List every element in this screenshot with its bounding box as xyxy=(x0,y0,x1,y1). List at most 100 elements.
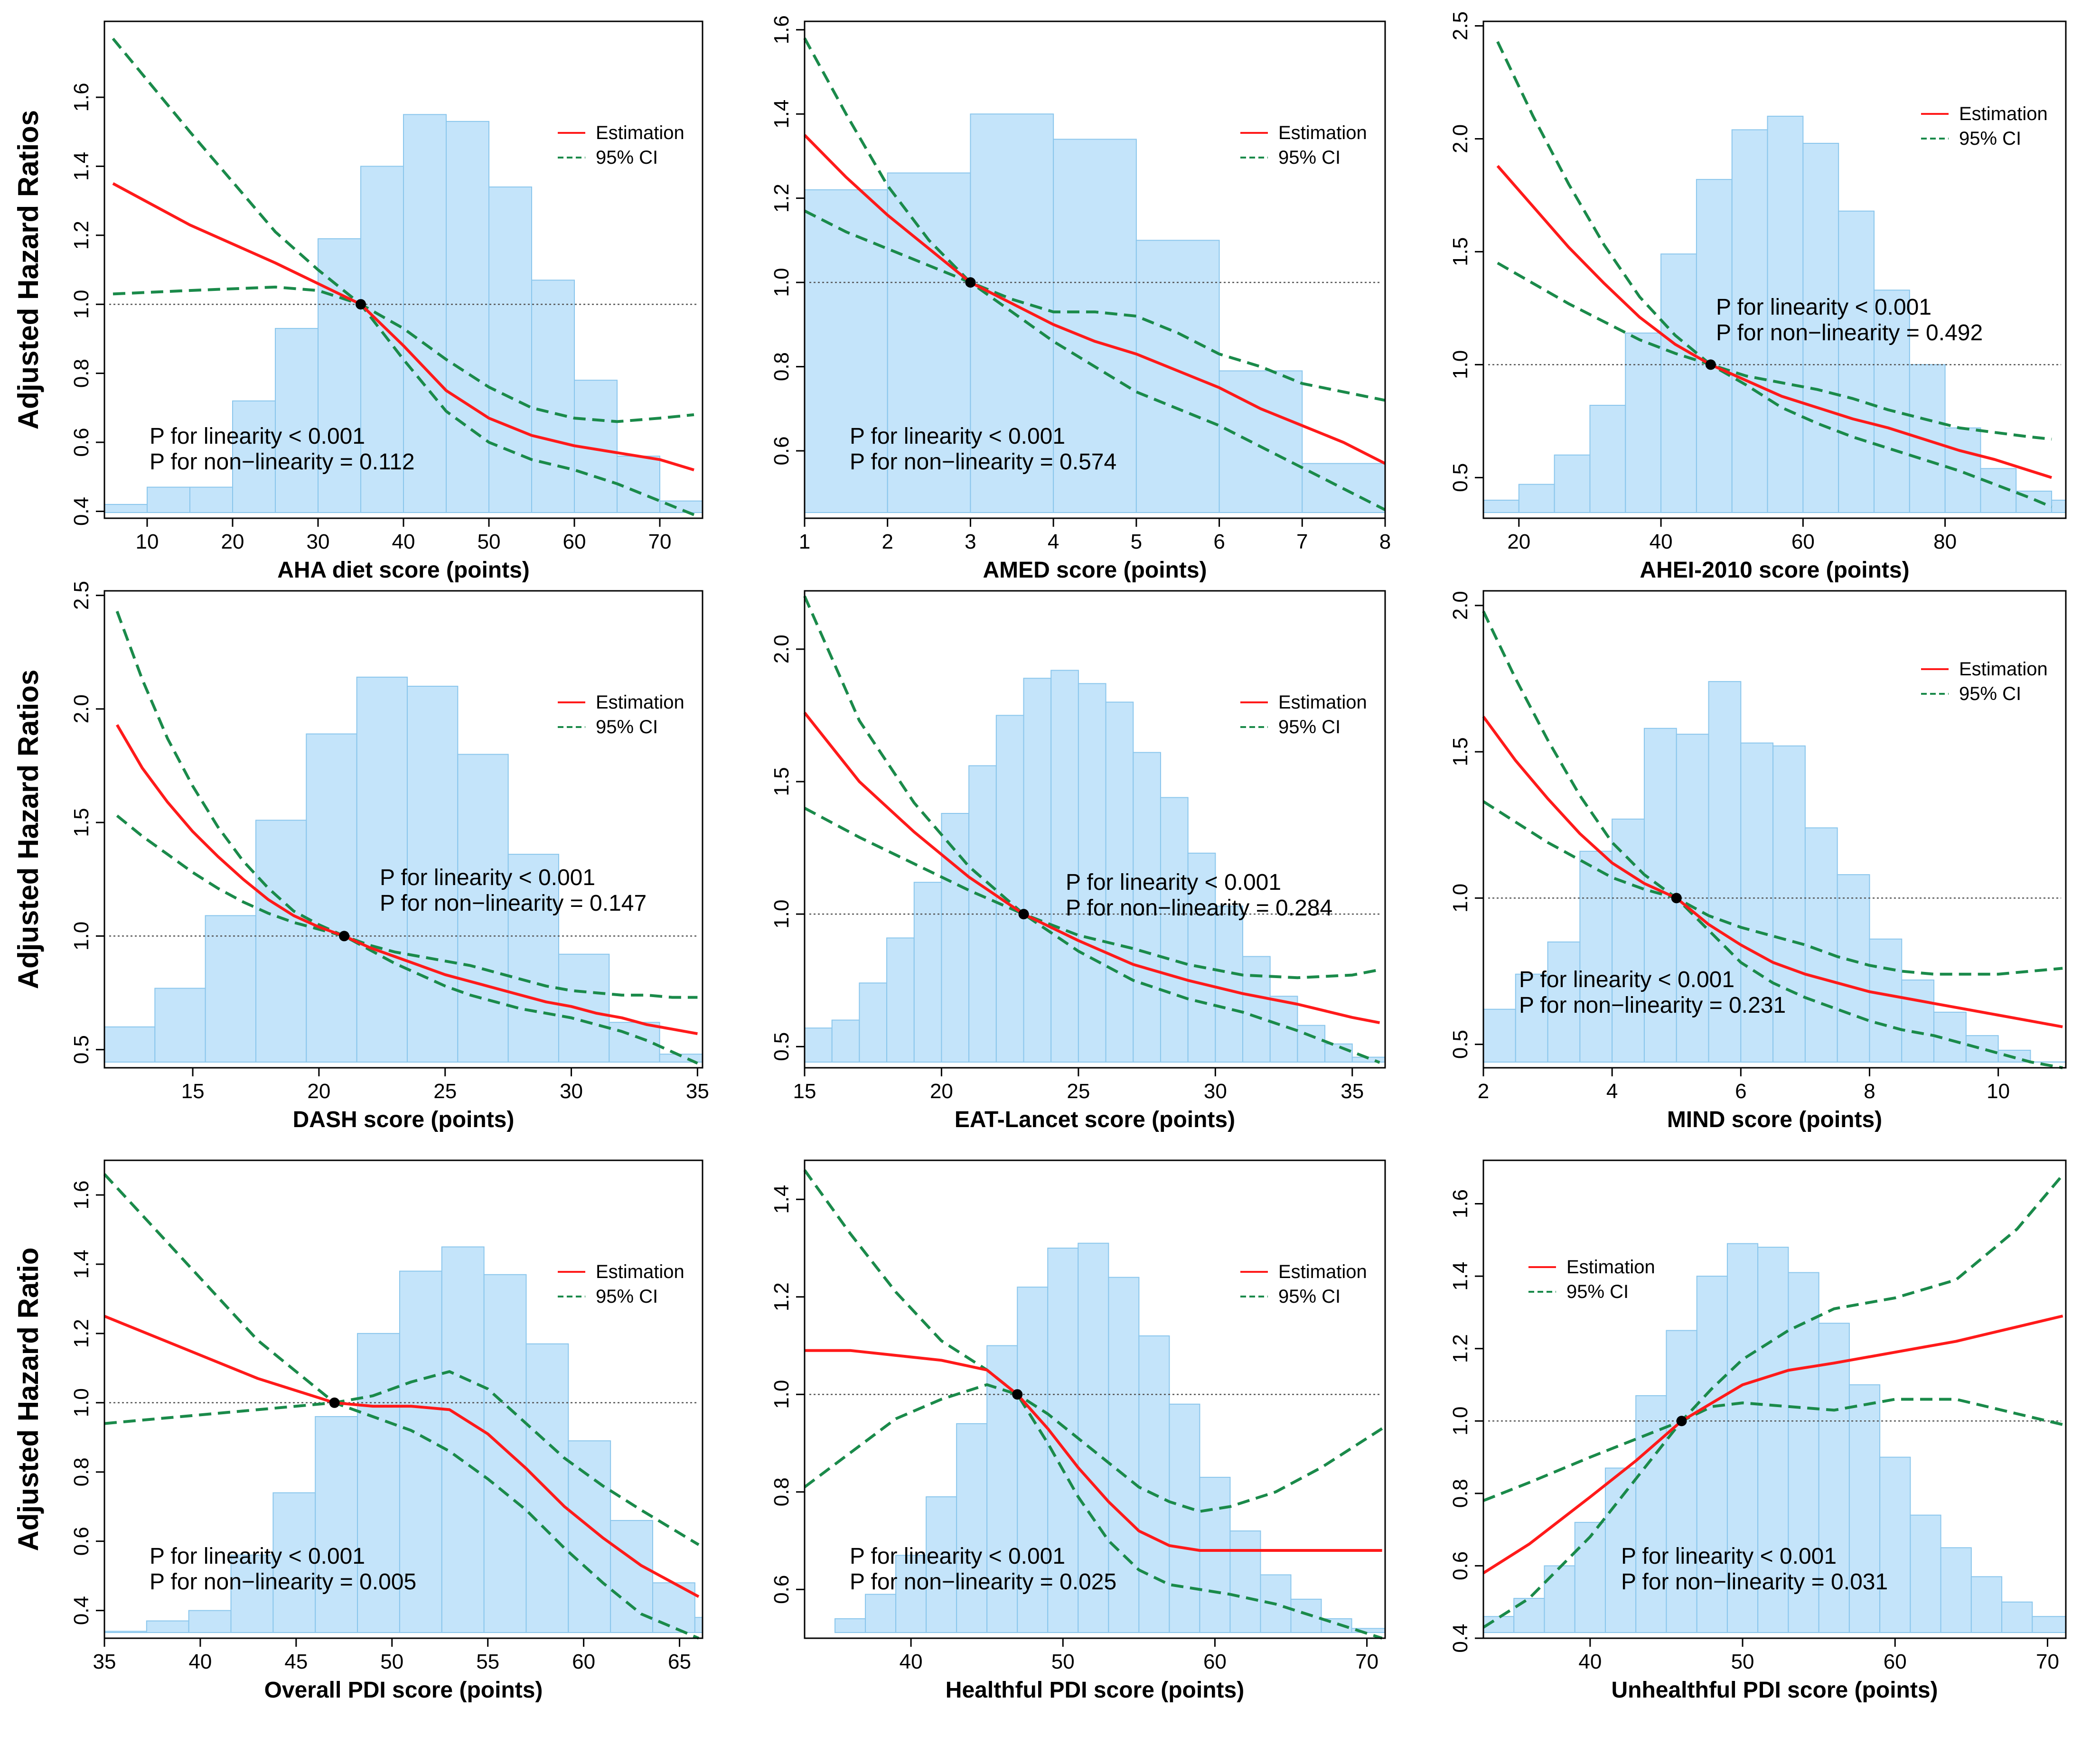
histogram xyxy=(804,670,1386,1063)
histogram-bar xyxy=(1053,139,1137,513)
p-linearity: P for linearity < 0.001 xyxy=(1621,1544,1837,1569)
histogram-bar xyxy=(1635,1395,1667,1633)
panel-9: 40 50 60 70 0.4 0.6 0.8 1.0 1.2 1.4 1.6 Unhealthful… xyxy=(1449,1159,2067,1703)
ci-upper-curve xyxy=(1496,41,2052,441)
x-tick-label: 80 xyxy=(1933,530,1957,553)
legend-ci-label: 95% CI xyxy=(596,147,658,168)
histogram-bar xyxy=(318,238,361,513)
ci-lower-curve xyxy=(804,209,1386,511)
y-tick-label: 1.0 xyxy=(70,1388,93,1417)
histogram-bar xyxy=(146,1620,189,1633)
panel-6: 2 4 6 8 10 0.5 1.0 1.5 2.0 MIND score (points) Est… xyxy=(1449,590,2067,1132)
histogram-bar xyxy=(1023,678,1052,1063)
y-tick-label: 1.5 xyxy=(1449,237,1472,266)
histogram-bar xyxy=(1554,454,1591,513)
plot-frame xyxy=(1482,590,2067,1069)
legend-ci-label: 95% CI xyxy=(596,717,658,737)
histogram-bar xyxy=(659,500,703,513)
y-tick-label: 1.6 xyxy=(1449,1189,1472,1218)
histogram-bar xyxy=(441,1246,485,1633)
panel-3: 20 40 60 80 0.5 1.0 1.5 2.0 2.5 AHEI-2010 score (… xyxy=(1449,11,2067,583)
x-tick-label: 35 xyxy=(1341,1080,1364,1103)
x-tick-label: 35 xyxy=(93,1650,116,1673)
y-tick-label: 1.4 xyxy=(70,152,93,181)
y-tick-label: 1.0 xyxy=(70,922,93,951)
x-tick-label: 15 xyxy=(181,1080,205,1103)
plot-frame xyxy=(1482,20,2067,519)
histogram-bar xyxy=(315,1416,358,1633)
p-linearity: P for linearity < 0.001 xyxy=(380,865,595,890)
x-axis: 20 40 60 80 xyxy=(1507,518,1957,553)
histogram-bar xyxy=(617,456,660,513)
histogram-bar xyxy=(1666,1330,1697,1633)
x-axis-label: Unhealthful PDI score (points) xyxy=(1611,1678,1938,1703)
histogram-bar xyxy=(104,1026,156,1063)
histogram-bar xyxy=(804,1027,833,1063)
histogram-bar xyxy=(1708,681,1742,1063)
x-tick-label: 50 xyxy=(478,530,501,553)
x-tick-label: 6 xyxy=(1213,530,1225,553)
x-axis: 2 4 6 8 10 xyxy=(1478,1068,2010,1103)
p-linearity: P for linearity < 0.001 xyxy=(1066,870,1281,895)
histogram-bar xyxy=(2032,1616,2066,1633)
ci-lower-curve xyxy=(116,814,698,1065)
histogram-bar xyxy=(610,1520,653,1633)
y-tick-label: 0.6 xyxy=(70,1527,93,1556)
histogram-bar xyxy=(154,988,206,1063)
y-axis: 0.4 0.6 0.8 1.0 1.2 1.4 1.6 xyxy=(70,1180,104,1625)
histogram-bar xyxy=(104,504,148,513)
plot-frame xyxy=(804,590,1386,1069)
y-tick-label: 1.4 xyxy=(770,1185,793,1214)
histogram-bar xyxy=(1229,1530,1261,1633)
histogram-bar xyxy=(189,486,233,513)
histogram-bar xyxy=(488,187,532,513)
histogram-bar xyxy=(483,1274,527,1633)
row-ylabel: Adjusted Hazard Ratio xyxy=(12,1247,44,1551)
p-linearity: P for linearity < 0.001 xyxy=(1716,295,1931,320)
histogram-bar xyxy=(986,1345,1018,1633)
x-axis-label: AHEI-2010 score (points) xyxy=(1640,558,1909,583)
histogram-bar xyxy=(886,937,915,1063)
p-nonlinearity: P for non−linearity = 0.112 xyxy=(150,449,415,475)
ci-upper-curve xyxy=(115,611,698,999)
x-tick-label: 65 xyxy=(668,1650,691,1673)
estimate-curve xyxy=(112,182,694,472)
panel-5: 15 20 25 30 35 0.5 1.0 1.5 2.0 EAT-Lancet score (… xyxy=(770,590,1386,1132)
histogram-bar xyxy=(2001,1601,2033,1633)
legend-ci-label: 95% CI xyxy=(1959,683,2021,704)
x-tick-label: 50 xyxy=(380,1650,403,1673)
histogram-bar xyxy=(1547,941,1581,1063)
x-tick-label: 35 xyxy=(686,1080,709,1103)
legend: Estimation 95% CI xyxy=(1240,1261,1367,1307)
histogram-bar xyxy=(1965,1035,1999,1063)
histogram-bar xyxy=(446,121,489,513)
histogram-bar xyxy=(1625,332,1662,513)
p-nonlinearity: P for non−linearity = 0.492 xyxy=(1716,320,1983,345)
histogram xyxy=(1483,115,2067,513)
x-tick-label: 1 xyxy=(799,530,810,553)
x-tick-label: 60 xyxy=(1203,1650,1227,1673)
legend-ci-label: 95% CI xyxy=(1278,1286,1341,1307)
ci-lower-curve xyxy=(104,1401,700,1640)
x-tick-label: 25 xyxy=(1067,1080,1090,1103)
histogram-bar xyxy=(1804,827,1838,1063)
y-tick-label: 0.8 xyxy=(70,1457,93,1486)
x-tick-label: 3 xyxy=(965,530,976,553)
x-tick-label: 70 xyxy=(1355,1650,1378,1673)
x-tick-label: 50 xyxy=(1051,1650,1075,1673)
y-tick-label: 1.6 xyxy=(70,83,93,112)
histogram-bar xyxy=(887,172,971,513)
estimate-curve xyxy=(803,134,1386,465)
legend: Estimation 95% CI xyxy=(1528,1257,1655,1302)
histogram-bar xyxy=(1105,701,1134,1063)
p-nonlinearity: P for non−linearity = 0.031 xyxy=(1621,1569,1888,1595)
y-tick-label: 1.0 xyxy=(770,900,793,929)
legend-estimate-label: Estimation xyxy=(596,692,684,713)
histogram-bar xyxy=(232,400,276,513)
p-linearity: P for linearity < 0.001 xyxy=(850,1544,1065,1569)
estimate-curve xyxy=(803,711,1380,1025)
x-axis: 15 20 25 30 35 xyxy=(793,1068,1364,1103)
legend: Estimation 95% CI xyxy=(1240,692,1367,737)
